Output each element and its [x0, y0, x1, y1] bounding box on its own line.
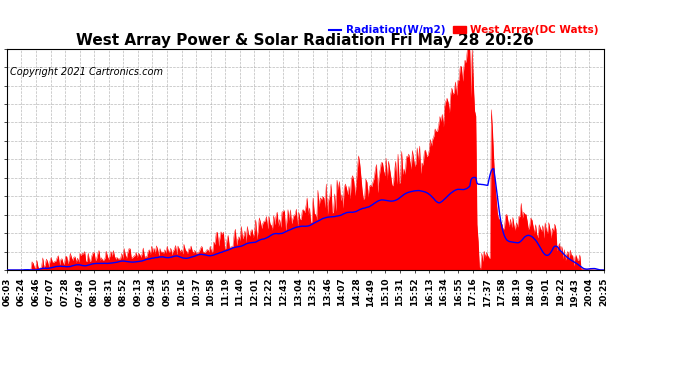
- Text: Copyright 2021 Cartronics.com: Copyright 2021 Cartronics.com: [10, 67, 164, 77]
- Title: West Array Power & Solar Radiation Fri May 28 20:26: West Array Power & Solar Radiation Fri M…: [77, 33, 534, 48]
- Legend: Radiation(W/m2), West Array(DC Watts): Radiation(W/m2), West Array(DC Watts): [329, 25, 598, 35]
